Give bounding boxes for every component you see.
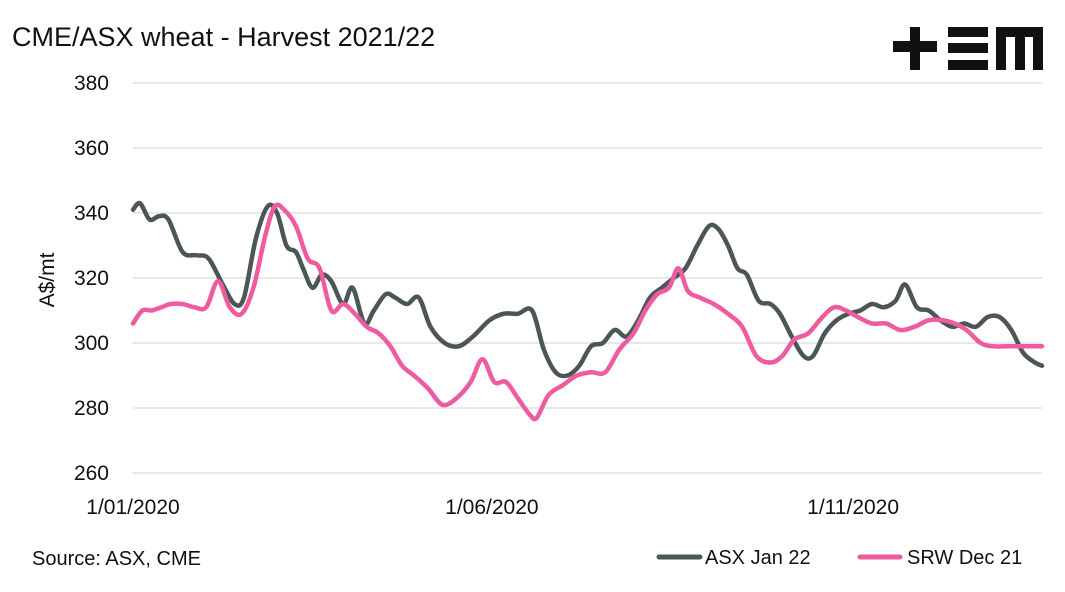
series-line-srw-dec-21 [130,202,1045,422]
y-tick-label: 340 [74,202,109,225]
y-tick-label: 280 [74,397,109,420]
x-axis-ticks: 1/01/2020 1/06/2020 1/11/2020 [86,496,899,519]
logo-e-middle [948,43,988,53]
logo-e-bottom [948,60,988,70]
x-tick-label: 1/06/2020 [445,496,538,519]
y-tick-label: 300 [74,332,109,355]
chart-title: CME/ASX wheat - Harvest 2021/22 [12,22,435,52]
source-note: Source: ASX, CME [32,548,201,570]
logo-e-top [948,27,988,37]
series-lines [130,200,1045,422]
x-tick-label: 1/01/2020 [86,496,179,519]
legend: ASX Jan 22 SRW Dec 21 [656,547,1022,569]
series-line-asx-jan-22 [130,200,1045,379]
y-axis-ticks: 260 280 300 320 340 360 380 [74,72,109,485]
legend-label-asx: ASX Jan 22 [705,547,811,569]
y-tick-label: 260 [74,462,109,485]
y-axis-label: A$/mt [36,252,59,307]
gridlines [133,82,1042,474]
y-tick-label: 320 [74,267,109,290]
legend-label-srw: SRW Dec 21 [907,547,1022,569]
brand-logo [893,27,1043,70]
y-tick-label: 360 [74,137,109,160]
y-tick-label: 380 [74,72,109,95]
logo-plus-vertical [910,27,920,70]
logo-m [996,27,1043,70]
x-tick-label: 1/11/2020 [807,496,899,519]
